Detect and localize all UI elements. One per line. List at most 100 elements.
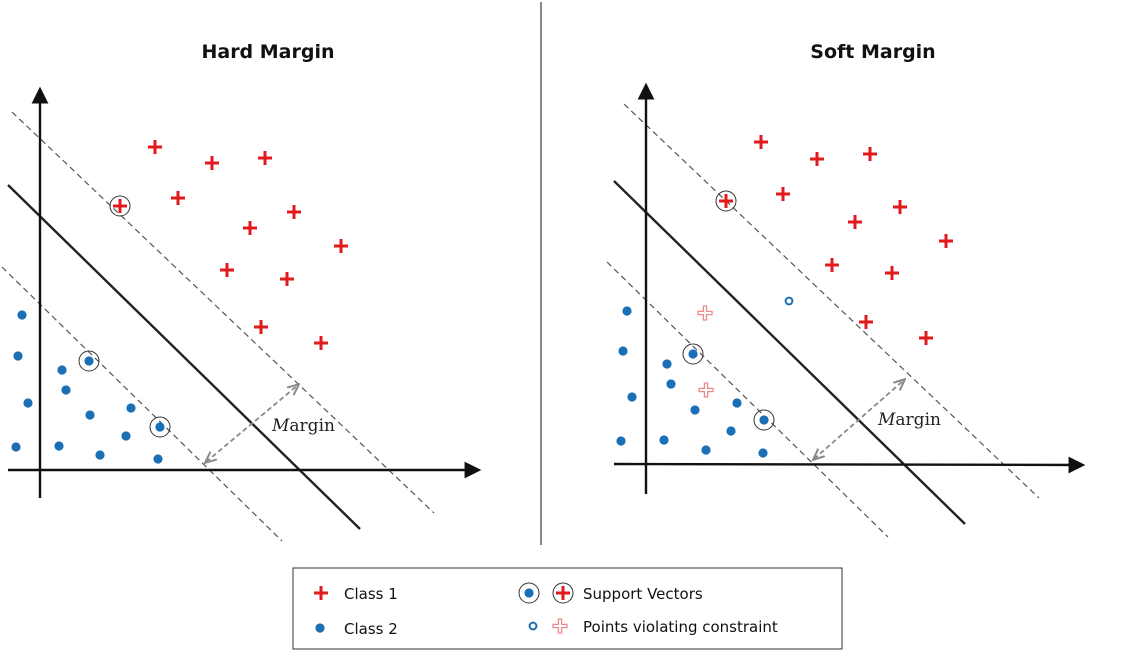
class2-point — [23, 398, 33, 408]
class1-point — [148, 140, 162, 154]
soft-margin-label: Margin — [877, 410, 941, 430]
class1-point — [205, 156, 219, 170]
soft-lower-margin-line — [606, 261, 889, 538]
class1-point — [919, 331, 933, 345]
hard-hyperplane — [7, 184, 361, 530]
legend-box — [292, 567, 843, 650]
violating-class1-point — [697, 305, 713, 321]
legend-violating-dot — [528, 621, 538, 631]
soft-upper-margin-line — [623, 103, 1040, 499]
legend-class1-marker — [314, 586, 328, 600]
class2-point — [17, 310, 27, 320]
class1-point — [113, 199, 127, 213]
support-vector-ring — [682, 343, 704, 365]
support-vector-ring — [109, 195, 131, 217]
legend-sv-ring-class1 — [552, 582, 574, 604]
class1-point — [825, 258, 839, 272]
class2-point — [701, 445, 711, 455]
class2-point — [759, 415, 769, 425]
class2-point — [666, 379, 676, 389]
class2-point — [616, 436, 626, 446]
violating-class1-point — [698, 382, 714, 398]
class2-point — [732, 398, 742, 408]
legend-class1-plus — [314, 586, 328, 600]
soft-margin-arrow — [814, 380, 904, 459]
hard-lower-margin-line — [1, 266, 283, 542]
class2-point — [11, 442, 21, 452]
hard-margin-label: Margin — [271, 416, 335, 436]
class2-point — [690, 405, 700, 415]
class2-point — [95, 450, 105, 460]
class2-point — [61, 385, 71, 395]
soft-margin-label-rest: argin — [895, 410, 941, 430]
soft-margin-title: Soft Margin — [810, 41, 935, 63]
class2-point — [57, 365, 67, 375]
class1-point — [939, 234, 953, 248]
class2-point — [126, 403, 136, 413]
legend-sv-ring-class2 — [518, 582, 540, 604]
class2-point — [618, 346, 628, 356]
legend-class2-dot — [315, 623, 325, 633]
legend-class1-label: Class 1 — [344, 585, 398, 603]
class1-point — [863, 147, 877, 161]
legend-violating-markers — [528, 618, 568, 634]
legend-sv-dot — [524, 588, 534, 598]
class1-point — [314, 336, 328, 350]
support-vector-ring — [149, 416, 171, 438]
support-vector-ring — [715, 190, 737, 212]
class2-point — [659, 435, 669, 445]
class1-point — [859, 315, 873, 329]
class1-point — [243, 221, 257, 235]
soft-points — [616, 135, 953, 458]
hard-margin-arrow — [206, 385, 298, 462]
class1-point — [254, 320, 268, 334]
legend-support-vector-markers — [518, 582, 574, 604]
soft-hyperplane — [613, 180, 966, 525]
class2-point — [85, 410, 95, 420]
class1-point — [280, 272, 294, 286]
support-vector-ring — [753, 409, 775, 431]
class1-point — [258, 151, 272, 165]
legend-class2-label: Class 2 — [344, 620, 398, 638]
violating-class2-point — [784, 296, 794, 306]
class2-point — [726, 426, 736, 436]
class2-point — [13, 351, 23, 361]
class2-point — [662, 359, 672, 369]
class1-point — [810, 152, 824, 166]
class2-point — [758, 448, 768, 458]
class2-point — [622, 306, 632, 316]
legend-sv-plus — [556, 586, 570, 600]
hard-margin-panel: Hard Margin Margin — [1, 41, 482, 542]
class2-point — [688, 349, 698, 359]
class2-point — [121, 431, 131, 441]
class1-point — [893, 200, 907, 214]
class1-point — [776, 187, 790, 201]
class1-point — [171, 191, 185, 205]
class1-point — [719, 194, 733, 208]
class2-point — [153, 454, 163, 464]
class2-point — [155, 422, 165, 432]
class2-point — [84, 356, 94, 366]
class2-point — [627, 392, 637, 402]
hard-margin-label-rest: argin — [289, 416, 335, 436]
legend: Class 1 Class 2 Support Vectors Points v… — [292, 567, 843, 650]
soft-margin-label-m: M — [877, 410, 896, 430]
class1-point — [334, 239, 348, 253]
class1-point — [885, 266, 899, 280]
soft-x-axis — [613, 456, 1086, 474]
legend-support-vectors-label: Support Vectors — [583, 585, 703, 603]
legend-violating-plus — [552, 618, 568, 634]
soft-margin-panel: Soft Margin Margin — [606, 41, 1086, 538]
hard-points — [11, 140, 348, 464]
legend-class2-marker — [315, 623, 325, 633]
class1-point — [754, 135, 768, 149]
support-vector-ring — [78, 350, 100, 372]
legend-violating-label: Points violating constraint — [583, 618, 778, 636]
hard-margin-label-m: M — [271, 416, 290, 436]
class1-point — [287, 205, 301, 219]
class2-point — [54, 441, 64, 451]
class1-point — [848, 215, 862, 229]
hard-margin-title: Hard Margin — [201, 41, 334, 63]
hard-upper-margin-line — [11, 111, 435, 514]
